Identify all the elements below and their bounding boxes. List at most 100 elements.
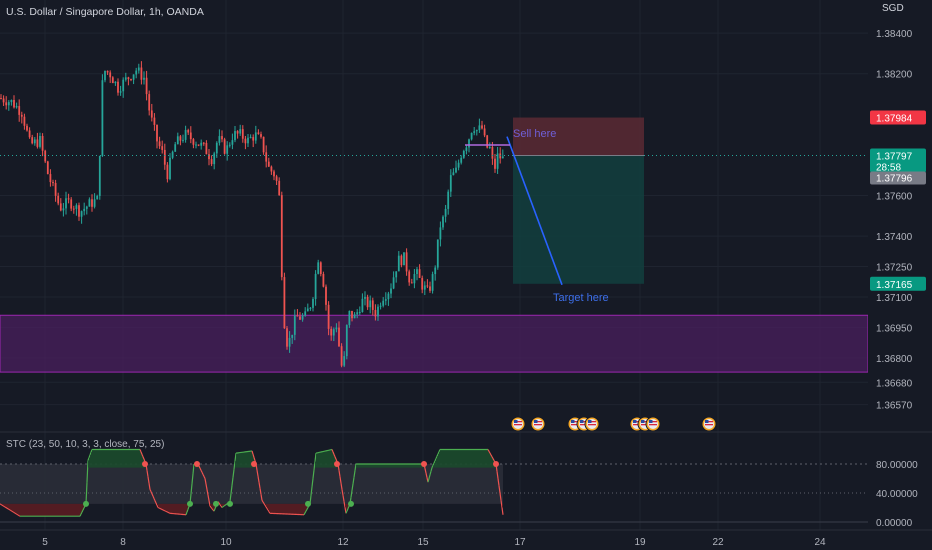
stc-segment xyxy=(267,509,270,512)
stc-segment xyxy=(331,449,334,453)
candle xyxy=(228,142,231,148)
candle xyxy=(70,197,73,212)
stc-segment xyxy=(490,454,493,458)
price-axis[interactable]: 1.38400 1.38200 1.37600 1.37400 1.37250 1.371… xyxy=(868,0,932,530)
candle xyxy=(254,125,257,144)
candle xyxy=(319,261,322,277)
stc-segment xyxy=(251,450,254,455)
stop-price-text: 1.37984 xyxy=(876,114,913,125)
stc-segment xyxy=(149,489,152,492)
candle xyxy=(460,155,463,165)
stc-segment xyxy=(82,507,85,511)
candle xyxy=(348,310,351,328)
stc-segment xyxy=(198,465,201,469)
candle xyxy=(369,295,372,314)
stc-sell-marker xyxy=(142,461,148,467)
candle xyxy=(239,124,242,136)
candle xyxy=(447,189,450,215)
candle xyxy=(309,306,312,311)
price-tick: 1.38200 xyxy=(876,70,913,81)
symbol-title[interactable]: U.S. Dollar / Singapore Dollar, 1h, OAND… xyxy=(6,6,204,18)
stc-buy-marker xyxy=(187,500,193,507)
candle xyxy=(124,72,127,82)
candle xyxy=(93,193,96,209)
stc-buy-marker xyxy=(213,500,219,507)
stc-segment xyxy=(431,465,434,468)
candle xyxy=(52,179,54,187)
stc-segment xyxy=(341,489,344,496)
candle xyxy=(299,312,301,321)
us-flag-icon[interactable] xyxy=(584,416,600,432)
short-position-tool[interactable] xyxy=(513,117,644,284)
candle xyxy=(197,144,200,147)
stc-segment xyxy=(334,456,337,460)
us-flag-icon[interactable] xyxy=(701,416,717,432)
candle xyxy=(475,129,478,136)
stc-segment xyxy=(436,453,439,457)
stc-segment xyxy=(489,452,492,456)
stc-segment xyxy=(253,457,256,461)
stc-segment xyxy=(351,483,354,491)
candle xyxy=(371,297,374,316)
stop-price-label xyxy=(870,110,926,125)
stc-segment xyxy=(230,485,233,494)
candle xyxy=(7,100,10,111)
candle xyxy=(156,124,158,149)
stc-axis[interactable]: 80.00000 40.00000 0.00000 xyxy=(0,431,932,529)
stc-segment xyxy=(223,504,226,507)
projection-arrow[interactable] xyxy=(506,136,563,286)
candle xyxy=(98,155,101,200)
stc-segment xyxy=(209,505,212,508)
us-flag-icon[interactable] xyxy=(530,416,546,432)
candle xyxy=(189,126,192,144)
target-annotation[interactable]: Target here xyxy=(553,292,609,304)
candle xyxy=(465,145,468,155)
time-tick: 15 xyxy=(417,537,429,548)
us-flag-icon[interactable] xyxy=(510,416,526,432)
stc-segment xyxy=(219,504,222,507)
candle xyxy=(114,81,117,86)
stc-segment xyxy=(10,510,13,512)
candle xyxy=(218,129,221,146)
stc-segment xyxy=(185,511,188,515)
stc-segment xyxy=(347,505,350,509)
sell-annotation[interactable]: Sell here xyxy=(513,128,556,140)
stc-segment xyxy=(148,482,151,490)
candle xyxy=(455,160,457,174)
candle xyxy=(5,96,8,110)
candle xyxy=(273,169,275,181)
stc-segment xyxy=(3,505,6,508)
stc-segment xyxy=(221,506,224,508)
candle xyxy=(288,331,291,353)
price-tick: 1.37600 xyxy=(876,191,913,202)
stc-sell-marker xyxy=(194,461,200,467)
time-axis[interactable]: 5 8 10 12 15 17 19 22 24 xyxy=(0,529,932,548)
candle xyxy=(439,221,442,247)
stc-segment xyxy=(429,471,432,476)
candle xyxy=(366,294,369,310)
support-zone[interactable] xyxy=(0,314,869,373)
stc-segment xyxy=(12,511,15,514)
candle xyxy=(200,139,203,150)
stc-tick: 80.00000 xyxy=(876,460,918,471)
stc-segment xyxy=(425,472,428,478)
countdown-text: 28:58 xyxy=(876,163,901,174)
stc-sell-marker xyxy=(421,461,427,467)
candle xyxy=(187,128,190,135)
candle xyxy=(174,141,177,152)
stc-legend[interactable]: STC (23, 50, 10, 3, 3, close, 75, 25) xyxy=(6,439,165,450)
stc-pane xyxy=(0,448,868,523)
candle xyxy=(317,259,320,275)
candle xyxy=(423,281,426,296)
time-tick: 10 xyxy=(220,537,232,548)
candle xyxy=(221,130,223,143)
price-tick: 1.38400 xyxy=(876,29,913,40)
candle xyxy=(106,70,109,75)
time-tick: 24 xyxy=(814,537,826,548)
candle xyxy=(192,137,195,149)
economic-events[interactable] xyxy=(510,416,717,432)
candle xyxy=(270,165,273,175)
us-flag-icon[interactable] xyxy=(645,416,661,432)
stc-segment xyxy=(342,495,345,502)
